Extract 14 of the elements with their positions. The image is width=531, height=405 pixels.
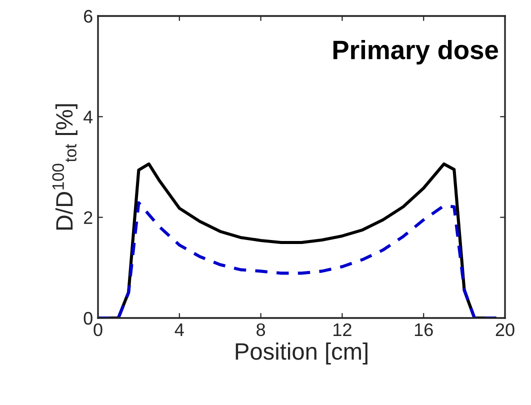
y-tick-label: 4 (84, 110, 93, 124)
annotation: Primary dose (333, 40, 498, 65)
x-tick-label: 4 (174, 324, 184, 336)
y-tick-label: 6 (84, 10, 92, 23)
y-tick-label: 2 (84, 211, 92, 224)
x-tick-label: 20 (496, 323, 514, 336)
x-axis-title: Position [cm] (236, 342, 368, 364)
x-tick-label: 0 (94, 323, 102, 336)
x-tick-label: 16 (414, 323, 433, 336)
x-tick-label: 12 (334, 323, 352, 336)
x-tick-label: 8 (256, 323, 266, 336)
y-axis-title: D/D$^{100}$$_{tot}$ [%] (52, 104, 78, 230)
line-series (98, 201, 496, 318)
y-tick-label: 0 (84, 312, 92, 325)
